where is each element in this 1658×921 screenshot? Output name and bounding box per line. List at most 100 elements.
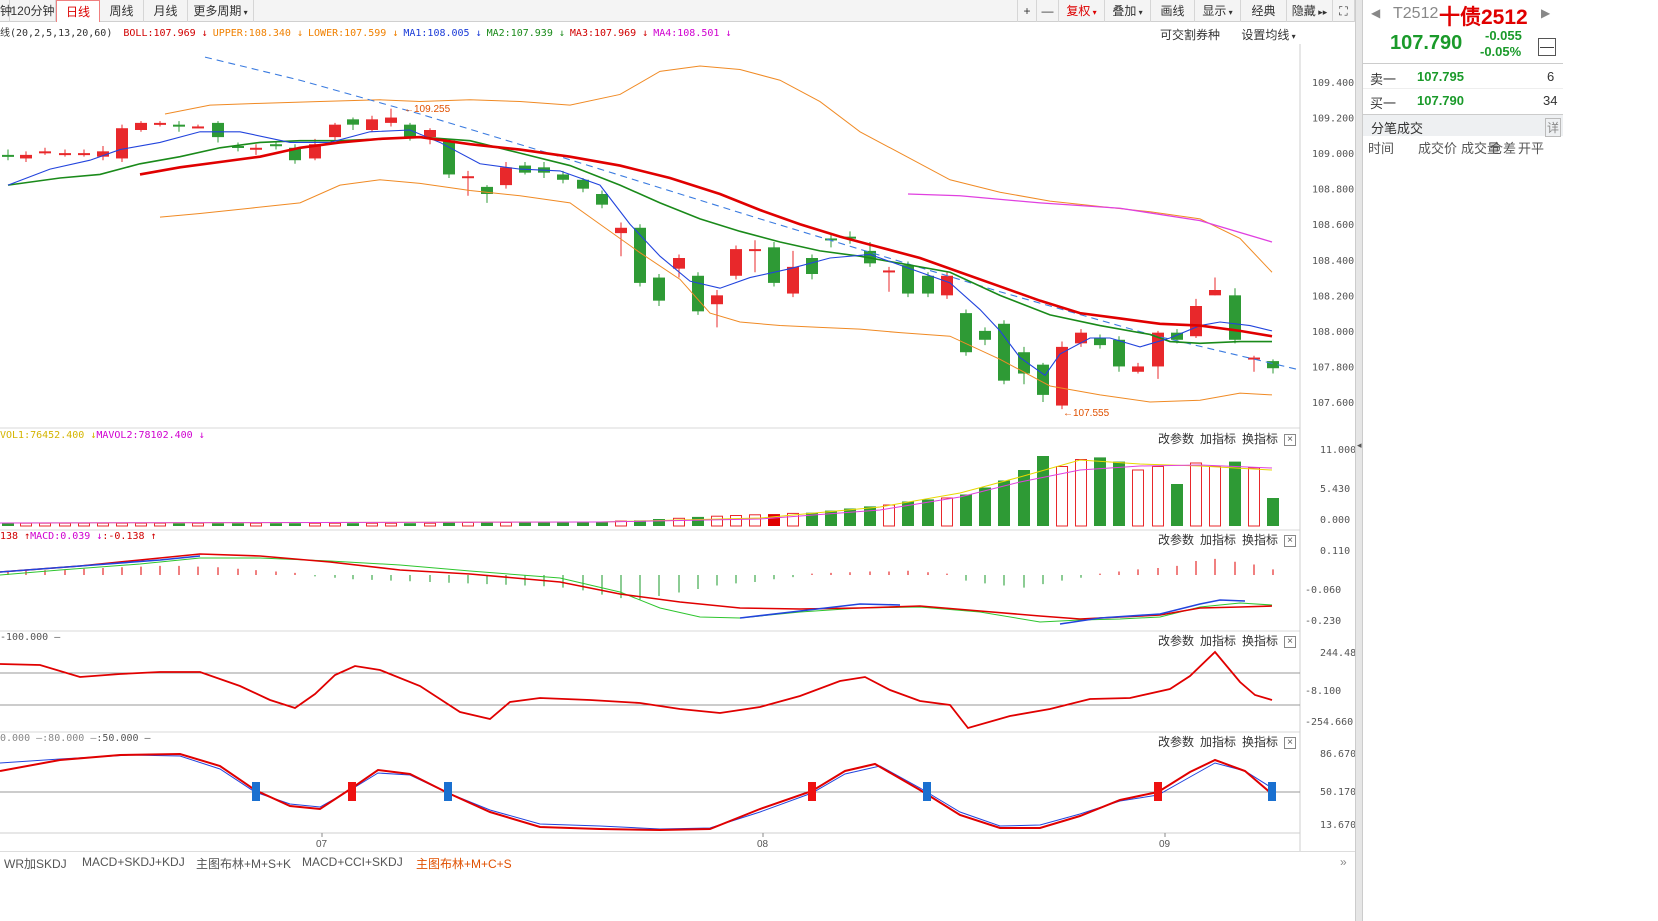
classic-button[interactable]: 经典 <box>1241 0 1287 22</box>
adjust-rights-button[interactable]: 复权 ▾ <box>1059 0 1105 22</box>
vol-ma2-line <box>0 464 1273 524</box>
price-tick-label: 109.000 <box>1312 149 1354 160</box>
candle-body <box>250 147 262 150</box>
kdj-signal-marker <box>444 782 452 801</box>
template-tab-wr-skdj[interactable]: WR加SKDJ <box>4 857 67 871</box>
period-tab-monthly[interactable]: 月线 <box>144 0 188 22</box>
template-tab-boll-msk[interactable]: 主图布林+M+S+K <box>196 857 292 871</box>
candle-body <box>596 194 608 205</box>
scroll-right-icon[interactable]: » <box>1340 855 1347 869</box>
volume-bar <box>500 522 512 527</box>
set-ma-link[interactable]: 设置均线 <box>1241 28 1290 42</box>
candle-body <box>154 122 166 125</box>
cci-switch-indicator-button[interactable]: 换指标 <box>1242 634 1279 648</box>
macd-dif-up-segment <box>739 603 901 619</box>
arrow-icon: ↑ <box>18 531 31 542</box>
ticks-detail-button[interactable]: 详 <box>1545 118 1562 137</box>
vol-edit-params-button[interactable]: 改参数 <box>1158 432 1195 446</box>
cci-line <box>0 650 1273 730</box>
candle-body <box>673 258 685 269</box>
period-tab-weekly[interactable]: 周线 <box>100 0 144 22</box>
volume-bar <box>1018 470 1030 526</box>
arrow-icon: — <box>84 733 97 744</box>
kdj-d-line <box>0 752 1273 832</box>
period-tab-cut[interactable]: 钟 <box>0 0 12 22</box>
macd-dif-up-segment <box>0 555 201 573</box>
ma2-line <box>7 136 1272 345</box>
divider <box>1363 88 1563 89</box>
period-tab-120min[interactable]: 120分钟 <box>10 0 56 22</box>
chart-area[interactable]: 钟 120分钟 日线 周线 月线 更多周期 ▾ + — 复权 ▾ 叠加 ▾ 画线… <box>0 0 1355 921</box>
kdj-edit-params-button[interactable]: 改参数 <box>1158 735 1195 749</box>
quote-panel: ◀ T2512 十债2512 ▶ 107.790 -0.055 -0.05% —… <box>1363 0 1658 921</box>
fullscreen-icon[interactable]: ⛶ <box>1333 0 1355 22</box>
overlay-button[interactable]: 叠加 ▾ <box>1105 0 1151 22</box>
volume-bar <box>825 510 837 526</box>
period-tab-more[interactable]: 更多周期 ▾ <box>188 0 254 22</box>
kdj-signal-marker <box>348 782 356 801</box>
volume-bar <box>1037 456 1049 526</box>
macd-switch-indicator-button[interactable]: 换指标 <box>1242 533 1279 547</box>
candle-body <box>922 275 934 294</box>
candle-body <box>1113 339 1125 367</box>
zoom-out-button[interactable]: — <box>1037 0 1059 22</box>
vol-switch-indicator-button[interactable]: 换指标 <box>1242 432 1279 446</box>
close-icon[interactable]: × <box>1284 635 1297 648</box>
kdj-switch-indicator-button[interactable]: 换指标 <box>1242 735 1279 749</box>
minimize-icon[interactable]: — <box>1538 38 1556 56</box>
boll-legend-item: MA4:108.501 ↓ <box>653 28 731 39</box>
collapse-icon[interactable]: ◂ <box>1357 440 1362 450</box>
arrow-icon: ↓ <box>290 28 304 39</box>
chart-svg[interactable]: 109.400 109.200 109.000 108.800 108.600 108.4… <box>0 0 1355 921</box>
kdj-add-indicator-button[interactable]: 加指标 <box>1200 735 1237 749</box>
display-button[interactable]: 显示 ▾ <box>1195 0 1241 22</box>
close-icon[interactable]: × <box>1284 534 1297 547</box>
volume-bar <box>1267 498 1279 526</box>
volume-bar <box>519 522 531 526</box>
zoom-in-button[interactable]: + <box>1017 0 1037 22</box>
deliverable-bonds-link[interactable]: 可交割券种 <box>1160 28 1221 42</box>
candle-body <box>787 266 799 294</box>
draw-line-button[interactable]: 画线 <box>1151 0 1195 22</box>
vol-add-indicator-button[interactable]: 加指标 <box>1200 432 1237 446</box>
price-tick-label: 109.400 <box>1312 78 1354 89</box>
price-tick-label: 108.200 <box>1312 291 1354 302</box>
hide-button[interactable]: 隐藏 ▸▸ <box>1287 0 1333 22</box>
boll-lower-line <box>159 179 1273 403</box>
next-contract-icon[interactable]: ▶ <box>1541 6 1551 20</box>
close-icon[interactable]: × <box>1284 433 1297 446</box>
arrow-icon: ↓ <box>636 28 649 39</box>
volume-bar <box>2 523 14 526</box>
main-links: 可交割券种 设置均线 ▾ <box>1160 26 1296 43</box>
template-tab-macd-cci-skdj[interactable]: MACD+CCI+SKDJ <box>302 855 403 869</box>
vol-legend-item: VOL1:76452.400 ↓ <box>0 430 96 441</box>
template-tab-macd-skdj-kdj[interactable]: MACD+SKDJ+KDJ <box>82 855 185 869</box>
candle-body <box>653 277 665 301</box>
period-tab-daily[interactable]: 日线 <box>56 0 100 22</box>
last-price: 107.790 <box>1390 32 1463 54</box>
boll-legend-item: MA1:108.005 ↓ <box>403 28 481 39</box>
macd-tick-label: 0.110 <box>1320 546 1350 557</box>
cci-add-indicator-button[interactable]: 加指标 <box>1200 634 1237 648</box>
volume-bar <box>787 512 799 527</box>
candle-body <box>1248 357 1260 360</box>
close-icon[interactable]: × <box>1284 736 1297 749</box>
candle-body <box>212 122 224 138</box>
candle-body <box>749 249 761 252</box>
candle-body <box>557 174 569 180</box>
macd-add-indicator-button[interactable]: 加指标 <box>1200 533 1237 547</box>
panel-splitter[interactable]: ◂ <box>1355 0 1363 921</box>
cci-edit-params-button[interactable]: 改参数 <box>1158 634 1195 648</box>
macd-edit-params-button[interactable]: 改参数 <box>1158 533 1195 547</box>
candle-body <box>2 154 14 157</box>
volume-bar <box>577 522 589 526</box>
candle-body <box>883 270 895 273</box>
high-price-label: ←109.255 <box>404 104 451 115</box>
price-tick-label: 108.600 <box>1312 220 1354 231</box>
candle-body <box>481 186 493 194</box>
prev-contract-icon[interactable]: ◀ <box>1371 6 1381 20</box>
cci-panel-buttons: 改参数 加指标 换指标 × <box>1152 632 1297 649</box>
volume-bar <box>538 522 550 526</box>
template-tab-boll-mcs[interactable]: 主图布林+M+C+S <box>416 857 512 871</box>
cci-tick-label: -8.100 <box>1305 686 1341 697</box>
